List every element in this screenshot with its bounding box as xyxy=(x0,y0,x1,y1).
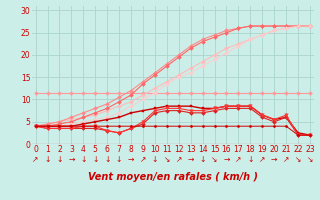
Text: →: → xyxy=(128,155,134,164)
Text: ↓: ↓ xyxy=(80,155,86,164)
Text: ↗: ↗ xyxy=(32,155,39,164)
Text: ↓: ↓ xyxy=(92,155,99,164)
Text: ↗: ↗ xyxy=(259,155,266,164)
Text: ↘: ↘ xyxy=(307,155,313,164)
Text: ↓: ↓ xyxy=(104,155,110,164)
Text: ↓: ↓ xyxy=(152,155,158,164)
Text: →: → xyxy=(68,155,75,164)
Text: ↗: ↗ xyxy=(235,155,242,164)
Text: →: → xyxy=(188,155,194,164)
Text: ↗: ↗ xyxy=(283,155,289,164)
Text: ↓: ↓ xyxy=(44,155,51,164)
Text: ↗: ↗ xyxy=(176,155,182,164)
Text: ↘: ↘ xyxy=(164,155,170,164)
Text: →: → xyxy=(271,155,277,164)
Text: ↗: ↗ xyxy=(140,155,146,164)
Text: ↓: ↓ xyxy=(56,155,63,164)
Text: ↓: ↓ xyxy=(116,155,122,164)
Text: ↓: ↓ xyxy=(247,155,253,164)
Text: ↘: ↘ xyxy=(295,155,301,164)
Text: ↘: ↘ xyxy=(212,155,218,164)
Text: ↓: ↓ xyxy=(199,155,206,164)
X-axis label: Vent moyen/en rafales ( km/h ): Vent moyen/en rafales ( km/h ) xyxy=(88,172,258,182)
Text: →: → xyxy=(223,155,230,164)
